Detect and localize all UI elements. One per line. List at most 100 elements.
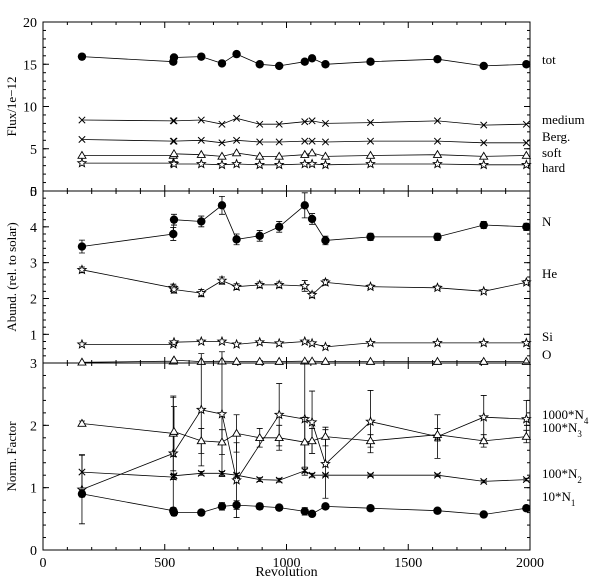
y-axis-label: Flux/1e−12 [4, 76, 19, 136]
data-point [308, 471, 316, 479]
y-tick-label: 0 [30, 544, 37, 559]
x-tick-label: 2000 [516, 556, 544, 571]
y-tick-label: 3 [30, 257, 37, 272]
x-tick-label: 0 [40, 556, 47, 571]
series-label: medium [542, 112, 585, 127]
data-point [320, 431, 331, 440]
data-point [254, 279, 266, 290]
data-point [168, 158, 180, 169]
data-point [366, 119, 375, 127]
data-point [217, 151, 227, 160]
data-point [480, 477, 488, 485]
data-point [273, 409, 285, 420]
data-point [478, 151, 489, 160]
data-point [433, 232, 442, 242]
data-point [233, 471, 241, 479]
data-point [197, 508, 206, 517]
data-point [366, 471, 375, 479]
data-point [168, 336, 180, 347]
data-point [231, 281, 242, 292]
data-point [307, 148, 317, 157]
series-Si [76, 335, 532, 352]
data-point [77, 242, 87, 251]
data-point [321, 502, 330, 511]
data-point [365, 337, 376, 348]
data-point [195, 287, 207, 298]
data-point [254, 432, 265, 442]
series-He [76, 264, 532, 300]
data-point [366, 232, 375, 242]
data-point [299, 437, 310, 446]
data-point [433, 137, 442, 145]
data-point [306, 337, 318, 348]
data-point [232, 500, 241, 510]
data-point [77, 418, 87, 427]
data-point [478, 159, 490, 170]
data-point [432, 337, 443, 348]
data-point [169, 148, 179, 158]
data-point [321, 236, 330, 245]
data-point [432, 282, 443, 293]
data-point [256, 476, 264, 484]
data-point [433, 506, 442, 515]
data-point [78, 468, 86, 476]
data-point [196, 149, 207, 158]
data-point [320, 151, 331, 160]
series-label: 1000*N4 [542, 407, 589, 426]
data-point [320, 159, 331, 170]
data-point [254, 356, 265, 365]
data-point [366, 57, 375, 66]
data-point [169, 215, 179, 224]
data-point [216, 159, 228, 170]
data-point [365, 281, 376, 292]
series-label: soft [542, 145, 562, 160]
plot-frame [42, 21, 531, 551]
data-point [197, 469, 205, 477]
y-tick-label: 1 [30, 328, 37, 343]
series-N [77, 192, 531, 254]
data-point [76, 264, 88, 275]
data-point [77, 489, 87, 499]
y-axis-label: Abund. (rel. to solar) [4, 222, 19, 331]
data-point [300, 201, 309, 210]
data-point [231, 148, 242, 157]
y-tick-label: 15 [23, 58, 37, 73]
data-point [255, 231, 264, 240]
data-point [233, 136, 241, 144]
x-tick-label: 1500 [394, 556, 422, 571]
data-point [478, 337, 490, 348]
data-point [256, 138, 264, 146]
data-point [300, 507, 309, 516]
data-point [522, 504, 531, 513]
data-point [308, 117, 316, 125]
y-axis-label: Norm. Factor [4, 421, 19, 492]
data-point [480, 139, 488, 147]
data-point [77, 150, 87, 159]
data-point [300, 57, 309, 66]
data-point [320, 276, 331, 287]
data-point [366, 504, 375, 513]
series-tot [77, 49, 531, 71]
data-point [479, 220, 488, 230]
y-tick-label: 1 [30, 482, 37, 497]
data-point [320, 341, 331, 352]
data-point [307, 54, 317, 63]
data-point [274, 61, 284, 71]
data-point [216, 274, 228, 286]
data-point [195, 335, 207, 347]
data-point [169, 426, 179, 435]
data-point [433, 54, 442, 64]
data-point [233, 114, 241, 122]
data-point [77, 357, 87, 366]
data-point [76, 338, 88, 349]
data-point [301, 137, 309, 145]
data-point [321, 138, 330, 146]
data-point [78, 135, 86, 144]
data-point [169, 229, 178, 239]
data-point [522, 476, 530, 484]
data-point [522, 139, 530, 147]
data-point [308, 137, 316, 145]
data-point [255, 502, 264, 511]
data-point [195, 404, 207, 415]
data-point [366, 137, 375, 145]
